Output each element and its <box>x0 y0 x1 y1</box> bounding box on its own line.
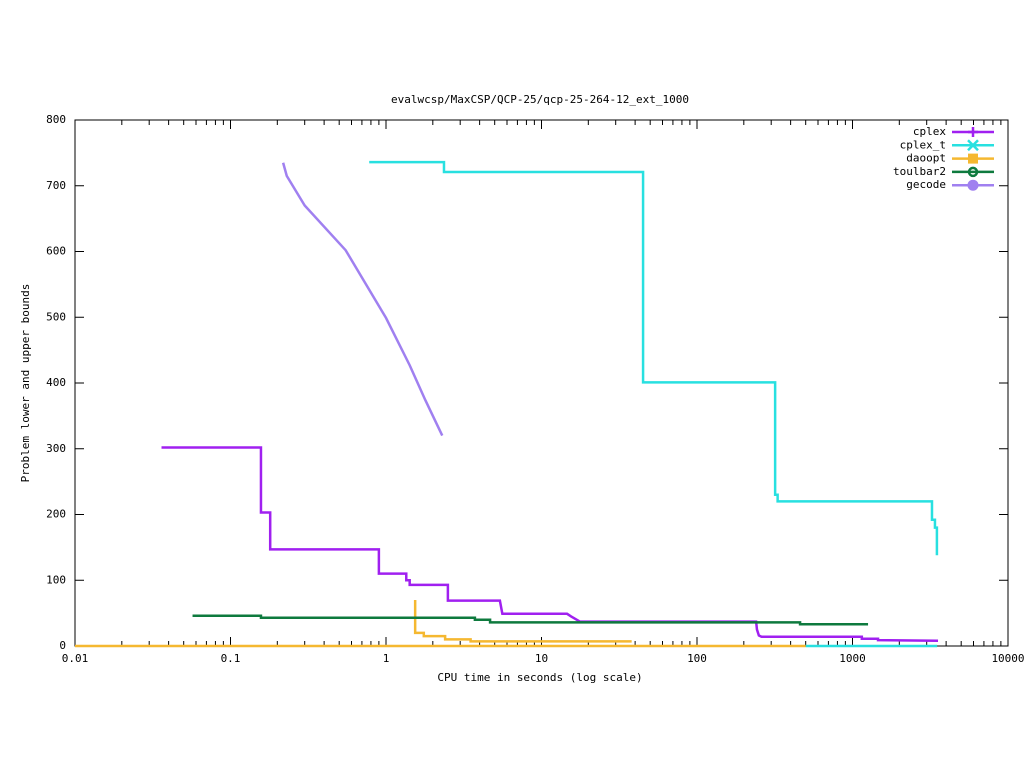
legend-label: toulbar2 <box>893 165 946 178</box>
y-tick-label: 600 <box>46 245 66 258</box>
series-line <box>281 162 444 437</box>
series-line <box>369 160 939 648</box>
x-tick-label: 100 <box>687 652 707 665</box>
series-line <box>192 614 869 626</box>
legend-label: gecode <box>906 178 946 191</box>
y-tick-label: 300 <box>46 442 66 455</box>
y-tick-label: 200 <box>46 508 66 521</box>
x-tick-label: 10000 <box>991 652 1024 665</box>
legend-marker <box>968 127 978 137</box>
x-tick-label: 0.01 <box>62 652 89 665</box>
legend-marker <box>967 166 979 178</box>
legend-label: cplex <box>913 125 946 138</box>
series-line <box>75 599 806 648</box>
series-line <box>161 446 939 642</box>
y-tick-label: 0 <box>59 639 66 652</box>
legend-marker <box>967 179 979 191</box>
x-tick-label: 1 <box>383 652 390 665</box>
legend-marker <box>967 139 979 152</box>
chart-title: evalwcsp/MaxCSP/QCP-25/qcp-25-264-12_ext… <box>391 93 689 106</box>
legend-label: cplex_t <box>900 138 946 151</box>
y-tick-label: 400 <box>46 376 66 389</box>
x-tick-label: 0.1 <box>221 652 241 665</box>
legend-label: daoopt <box>906 152 946 165</box>
y-tick-label: 100 <box>46 573 66 586</box>
y-tick-label: 500 <box>46 310 66 323</box>
x-tick-label: 10 <box>535 652 548 665</box>
legend-marker <box>968 153 978 164</box>
x-tick-label: 1000 <box>839 652 866 665</box>
y-tick-label: 800 <box>46 113 66 126</box>
y-axis-label: Problem lower and upper bounds <box>19 284 32 483</box>
x-axis-label: CPU time in seconds (log scale) <box>437 671 642 684</box>
y-tick-label: 700 <box>46 179 66 192</box>
